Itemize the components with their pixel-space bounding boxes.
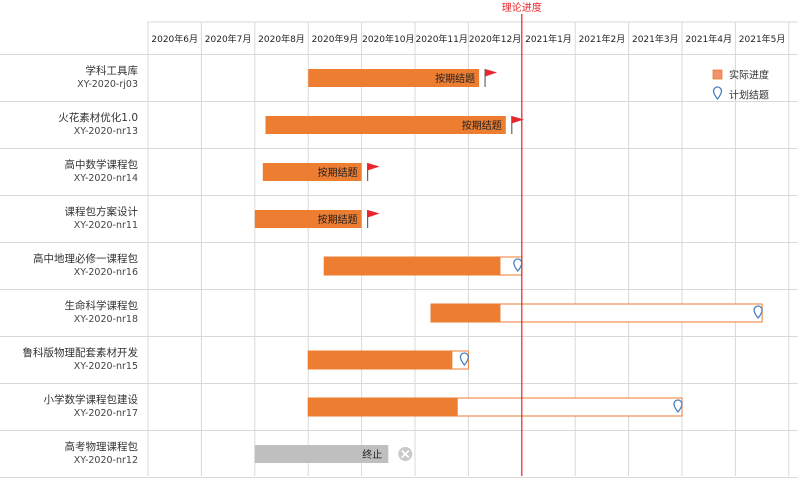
project-name: 课程包方案设计 (65, 205, 139, 218)
plan-end-marker-icon (753, 305, 763, 320)
actual-progress-bar (262, 163, 362, 181)
flag-icon (485, 69, 498, 77)
month-tick-label: 2021年1月 (525, 33, 572, 45)
legend-planned-icon (712, 86, 723, 101)
month-tick-label: 2020年9月 (312, 33, 359, 45)
today-marker: 理论进度 (502, 1, 542, 476)
project-name: 小学数学课程包建设 (44, 393, 139, 406)
actual-progress-bar (308, 69, 480, 87)
month-tick-label: 2020年7月 (205, 33, 252, 45)
flag-icon (367, 210, 380, 218)
bar-status-label: 终止 (362, 448, 382, 461)
bar-status-label: 按期结题 (435, 72, 475, 85)
legend-planned-label: 计划结题 (729, 89, 769, 102)
actual-progress-bar (254, 210, 362, 228)
legend-actual-label: 实际进度 (729, 69, 769, 82)
grid-layer (0, 21, 798, 478)
month-tick-label: 2021年3月 (632, 33, 679, 45)
project-code: XY-2020-nr16 (74, 267, 138, 278)
project-labels: 学科工具库 XY-2020-rj03 火花素材优化1.0 XY-2020-nr13 高中… (23, 64, 139, 466)
today-label: 理论进度 (502, 1, 542, 14)
flag-icon (511, 116, 524, 124)
month-tick-label: 2020年6月 (151, 33, 198, 45)
project-code: XY-2020-nr11 (74, 220, 138, 231)
bar-status-label: 按期结题 (318, 213, 358, 226)
project-code: XY-2020-nr15 (74, 361, 138, 372)
project-name: 高考物理课程包 (65, 440, 139, 453)
month-tick-label: 2021年2月 (579, 33, 626, 45)
project-code: XY-2020-nr14 (74, 173, 138, 184)
project-code: XY-2020-nr17 (74, 408, 138, 419)
bar-status-label: 按期结题 (462, 119, 502, 132)
flag-icon (367, 163, 380, 171)
month-tick-label: 2020年8月 (258, 33, 305, 45)
plan-end-marker-icon (459, 352, 470, 367)
month-tick-label: 2020年11月 (416, 33, 468, 45)
actual-progress-bar (431, 304, 501, 322)
actual-progress-bar (265, 116, 506, 134)
terminated-bar (254, 445, 389, 463)
project-code: XY-2020-nr18 (74, 314, 138, 325)
legend-actual-swatch (712, 69, 723, 80)
project-name: 鲁科版物理配套素材开发 (23, 346, 139, 359)
project-name: 高中数学课程包 (65, 158, 139, 171)
month-tick-label: 2020年12月 (469, 33, 521, 45)
actual-progress-bar (308, 351, 453, 369)
plan-end-marker-icon (673, 399, 683, 414)
project-code: XY-2020-nr12 (74, 455, 138, 466)
bar-status-label: 按期结题 (318, 166, 358, 179)
month-tick-label: 2021年5月 (739, 33, 786, 45)
project-code: XY-2020-nr13 (74, 126, 138, 137)
project-name: 火花素材优化1.0 (58, 111, 138, 124)
actual-progress-bar (324, 257, 501, 275)
month-tick-label: 2020年10月 (362, 33, 414, 45)
project-name: 高中地理必修一课程包 (33, 252, 138, 265)
project-name: 生命科学课程包 (65, 299, 139, 312)
month-axis: 2020年6月 2020年7月 2020年8月 2020年9月 2020年10月 2020… (151, 33, 785, 45)
terminated-x-icon-glyph (401, 449, 410, 459)
project-name: 学科工具库 (86, 64, 139, 77)
actual-progress-bar (308, 398, 458, 416)
month-tick-label: 2021年4月 (685, 33, 732, 45)
project-code: XY-2020-rj03 (77, 79, 138, 90)
